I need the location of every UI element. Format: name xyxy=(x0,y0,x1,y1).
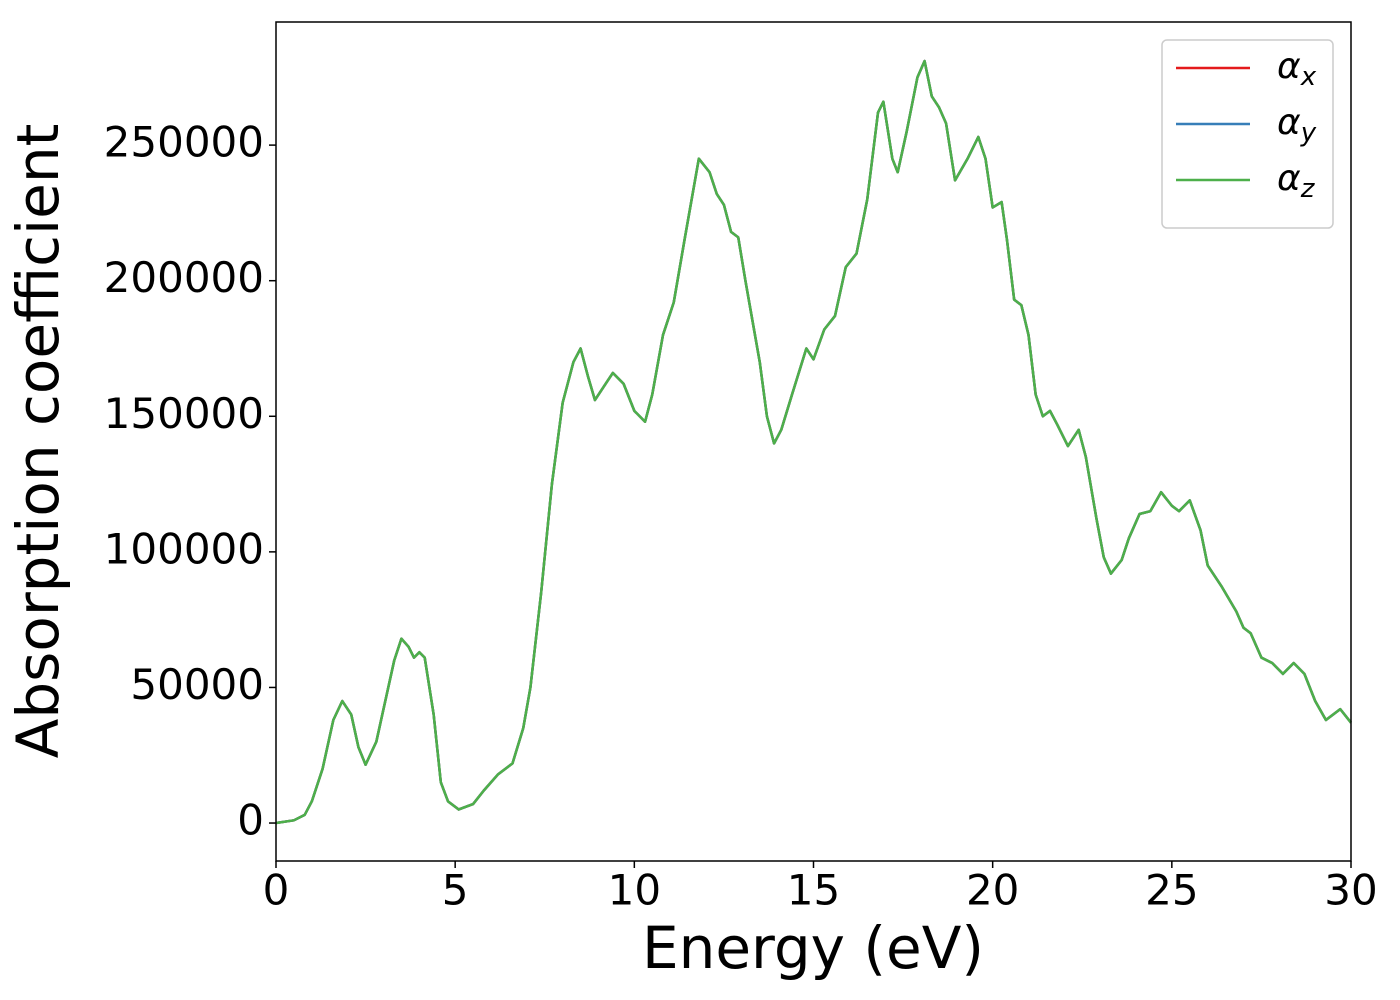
x-tick-label: 30 xyxy=(1324,866,1377,915)
x-tick-label: 25 xyxy=(1145,866,1198,915)
y-tick-label: 200000 xyxy=(104,253,264,302)
y-tick-label: 0 xyxy=(237,796,264,845)
plot-frame xyxy=(275,21,1352,862)
x-tick-label: 0 xyxy=(263,866,290,915)
legend-label: αz xyxy=(1277,158,1316,204)
x-tick-label: 10 xyxy=(608,866,661,915)
y-tick-label: 100000 xyxy=(104,524,264,573)
y-tick-label: 50000 xyxy=(130,660,264,709)
x-tick-label: 20 xyxy=(966,866,1019,915)
y-tick-label: 150000 xyxy=(104,389,264,438)
legend-label: αx xyxy=(1277,46,1317,92)
x-tick-label: 15 xyxy=(787,866,840,915)
legend: αx αy αz xyxy=(1161,39,1334,229)
legend-label: αy xyxy=(1277,102,1317,148)
series-line xyxy=(275,59,1352,825)
x-axis-label: Energy (eV) xyxy=(642,914,984,982)
y-axis-label: Absorption coefficient xyxy=(4,124,72,759)
y-tick-label: 250000 xyxy=(104,118,264,167)
x-tick-label: 5 xyxy=(442,866,469,915)
